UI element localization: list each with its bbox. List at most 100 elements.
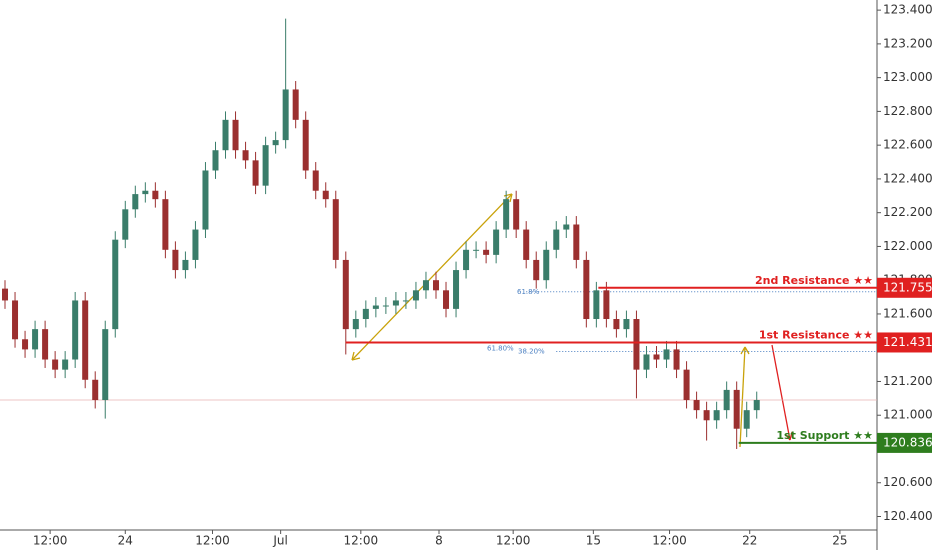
- candle-body: [172, 249, 179, 271]
- candle-body: [613, 319, 620, 330]
- candle-body: [392, 300, 399, 306]
- candle-body: [62, 359, 69, 370]
- candle-body: [42, 329, 49, 360]
- y-tick-label: 122.200: [883, 205, 932, 219]
- candle-body: [473, 249, 480, 251]
- candle-body: [412, 290, 419, 301]
- price-tag: [877, 277, 932, 298]
- candle-body: [693, 400, 700, 411]
- level-name: 1st Support ★★: [776, 429, 873, 442]
- fib-label: 61.80%: [487, 344, 514, 352]
- projection-arrow: [771, 344, 791, 441]
- candle-body: [2, 288, 9, 301]
- candle-body: [543, 249, 550, 281]
- candle-body: [202, 170, 209, 230]
- x-tick-label: 8: [435, 534, 443, 548]
- arrow-head: [351, 193, 513, 361]
- candle-body: [192, 229, 199, 260]
- x-tick-label: 25: [832, 534, 847, 548]
- candle-body: [623, 319, 630, 330]
- y-tick-label: 121.600: [883, 306, 932, 320]
- candle-body: [713, 410, 720, 421]
- candle-body: [603, 290, 610, 320]
- level-name: 1st Resistance ★★: [759, 328, 873, 341]
- candle-body: [583, 259, 590, 320]
- x-tick-label: 12:00: [652, 534, 687, 548]
- candle-body: [82, 300, 89, 380]
- candle-body: [212, 150, 219, 171]
- candle-body: [352, 319, 359, 330]
- y-tick-label: 121.000: [883, 408, 932, 422]
- candle-body: [553, 229, 560, 250]
- candle-body: [232, 119, 239, 151]
- candle-body: [703, 410, 710, 421]
- candle-body: [92, 379, 99, 401]
- candle-body: [272, 140, 279, 146]
- price-tag: [877, 432, 932, 453]
- candle-body: [312, 170, 319, 191]
- price-tag: [877, 332, 932, 353]
- candle-body: [222, 119, 229, 151]
- drawings: [351, 193, 793, 448]
- candle-body: [152, 190, 159, 200]
- y-tick-label: 122.600: [883, 138, 932, 152]
- candle-body: [292, 89, 299, 120]
- candle-body: [122, 209, 129, 240]
- x-tick-label: 12:00: [33, 534, 68, 548]
- candle-body: [573, 224, 580, 260]
- y-tick-label: 120.400: [883, 509, 932, 523]
- candle-body: [743, 410, 750, 429]
- candle-body: [663, 349, 670, 360]
- candle-body: [633, 319, 640, 370]
- candle-body: [483, 249, 490, 255]
- trend-arrow: [739, 346, 746, 448]
- y-tick-label: 123.000: [883, 70, 932, 84]
- price-tag-label: 121.755: [883, 280, 932, 294]
- fib-label: 61.8%: [517, 288, 540, 296]
- y-tick-label: 122.000: [883, 239, 932, 253]
- candle-body: [593, 290, 600, 320]
- candle-body: [443, 290, 450, 309]
- candle-body: [342, 259, 349, 330]
- candle-body: [422, 280, 429, 291]
- candle-body: [653, 354, 660, 360]
- candle-body: [132, 194, 139, 210]
- trend-arrow: [351, 193, 513, 361]
- candle-body: [643, 354, 650, 370]
- candle-body: [162, 199, 169, 250]
- price-tag-label: 120.836: [883, 435, 932, 449]
- candle-body: [372, 305, 379, 309]
- arrow-head: [784, 431, 793, 441]
- candle-body: [683, 369, 690, 401]
- candle-body: [112, 239, 119, 330]
- candle-body: [513, 199, 520, 230]
- candle-body: [182, 259, 189, 271]
- candle-body: [402, 300, 409, 302]
- candle-body: [432, 280, 439, 291]
- x-tick-label: Jul: [272, 534, 287, 548]
- candle-body: [723, 389, 730, 411]
- price-tag-label: 121.431: [883, 335, 932, 349]
- candle-body: [52, 359, 59, 370]
- candle-body: [142, 190, 149, 195]
- candle-body: [563, 224, 570, 230]
- candle-body: [362, 308, 369, 320]
- x-tick-label: 24: [118, 534, 133, 548]
- candle-body: [262, 145, 269, 186]
- y-tick-label: 122.800: [883, 104, 932, 118]
- candle-body: [252, 160, 259, 186]
- candle-body: [282, 89, 289, 141]
- candle-body: [503, 199, 510, 230]
- candle-body: [673, 349, 680, 370]
- x-tick-label: 12:00: [195, 534, 230, 548]
- candle-body: [733, 389, 740, 429]
- candle-body: [533, 259, 540, 281]
- candle-body: [32, 329, 39, 350]
- x-tick-label: 12:00: [344, 534, 379, 548]
- candle-body: [523, 229, 530, 260]
- candle-body: [332, 199, 339, 260]
- candle-body: [322, 190, 329, 200]
- candle-body: [453, 270, 460, 309]
- x-tick-label: 22: [742, 534, 757, 548]
